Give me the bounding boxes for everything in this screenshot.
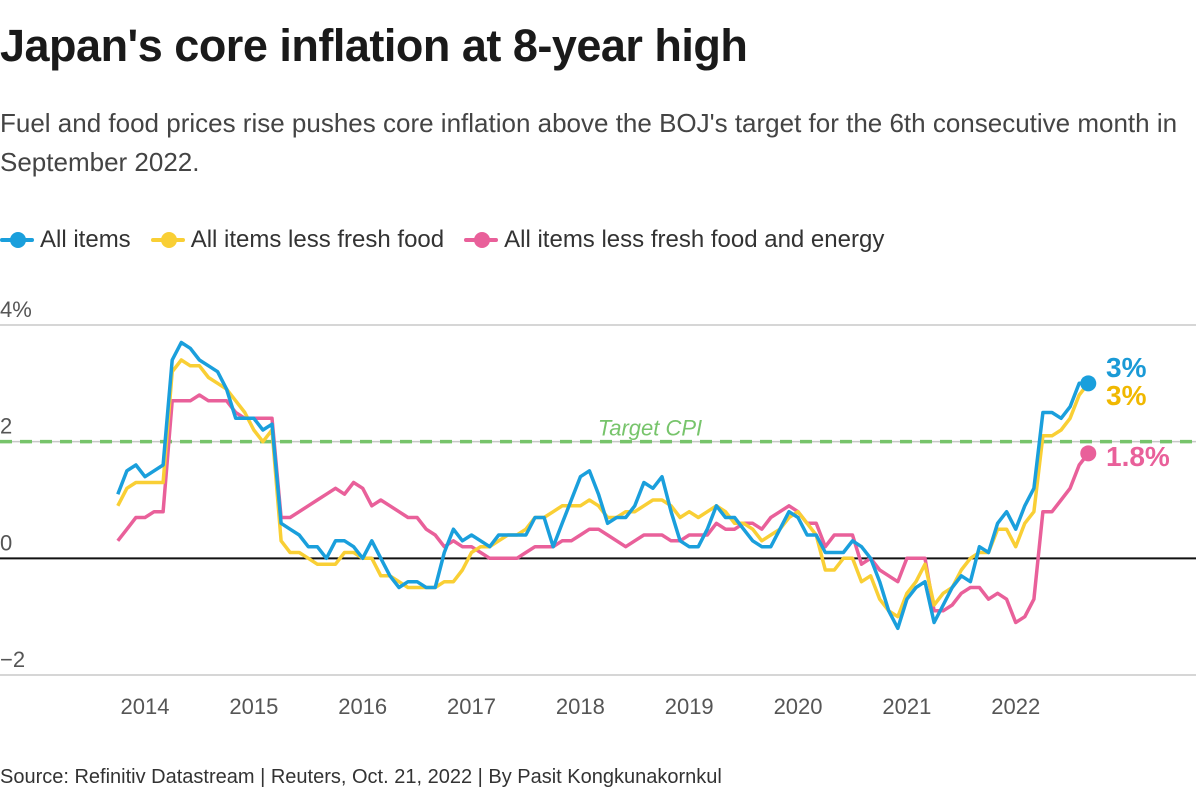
series-line-0 (116, 340, 1089, 631)
legend-swatch-icon (0, 232, 34, 248)
end-label-1: 3% (1106, 380, 1147, 411)
end-label-0: 3% (1106, 352, 1147, 383)
source-note: Source: Refinitiv Datastream | Reuters, … (0, 766, 722, 788)
legend-item-less-fresh-food-energy: All items less fresh food and energy (464, 226, 884, 254)
legend-item-all-items: All items (0, 226, 131, 254)
end-point-2 (1080, 445, 1097, 462)
y-tick-label: −2 (0, 647, 25, 672)
x-tick-label: 2021 (882, 694, 931, 719)
legend: All items All items less fresh food All … (0, 226, 884, 254)
legend-label: All items (40, 226, 131, 253)
y-tick-label: 4% (0, 297, 32, 322)
x-tick-label: 2020 (774, 694, 823, 719)
chart-title: Japan's core inflation at 8-year high (0, 20, 748, 71)
x-tick-label: 2017 (447, 694, 496, 719)
legend-swatch-icon (464, 232, 499, 248)
x-tick-label: 2018 (556, 694, 605, 719)
target-label: Target CPI (598, 416, 702, 441)
chart-subtitle: Fuel and food prices rise pushes core in… (0, 108, 1178, 177)
series-line-1 (116, 358, 1090, 619)
end-point-0 (1080, 375, 1097, 392)
x-tick-label: 2014 (121, 694, 170, 719)
legend-label: All items less fresh food and energy (504, 226, 885, 253)
legend-label: All items less fresh food (190, 226, 445, 253)
end-label-2: 1.8% (1106, 441, 1170, 472)
legend-swatch-icon (150, 232, 185, 248)
legend-item-less-fresh-food: All items less fresh food (150, 226, 445, 254)
x-tick-label: 2015 (229, 694, 278, 719)
x-tick-label: 2016 (338, 694, 387, 719)
y-tick-label: 0 (0, 530, 12, 555)
y-tick-label: 2 (0, 414, 12, 439)
x-tick-label: 2019 (665, 694, 714, 719)
x-tick-label: 2022 (991, 694, 1040, 719)
